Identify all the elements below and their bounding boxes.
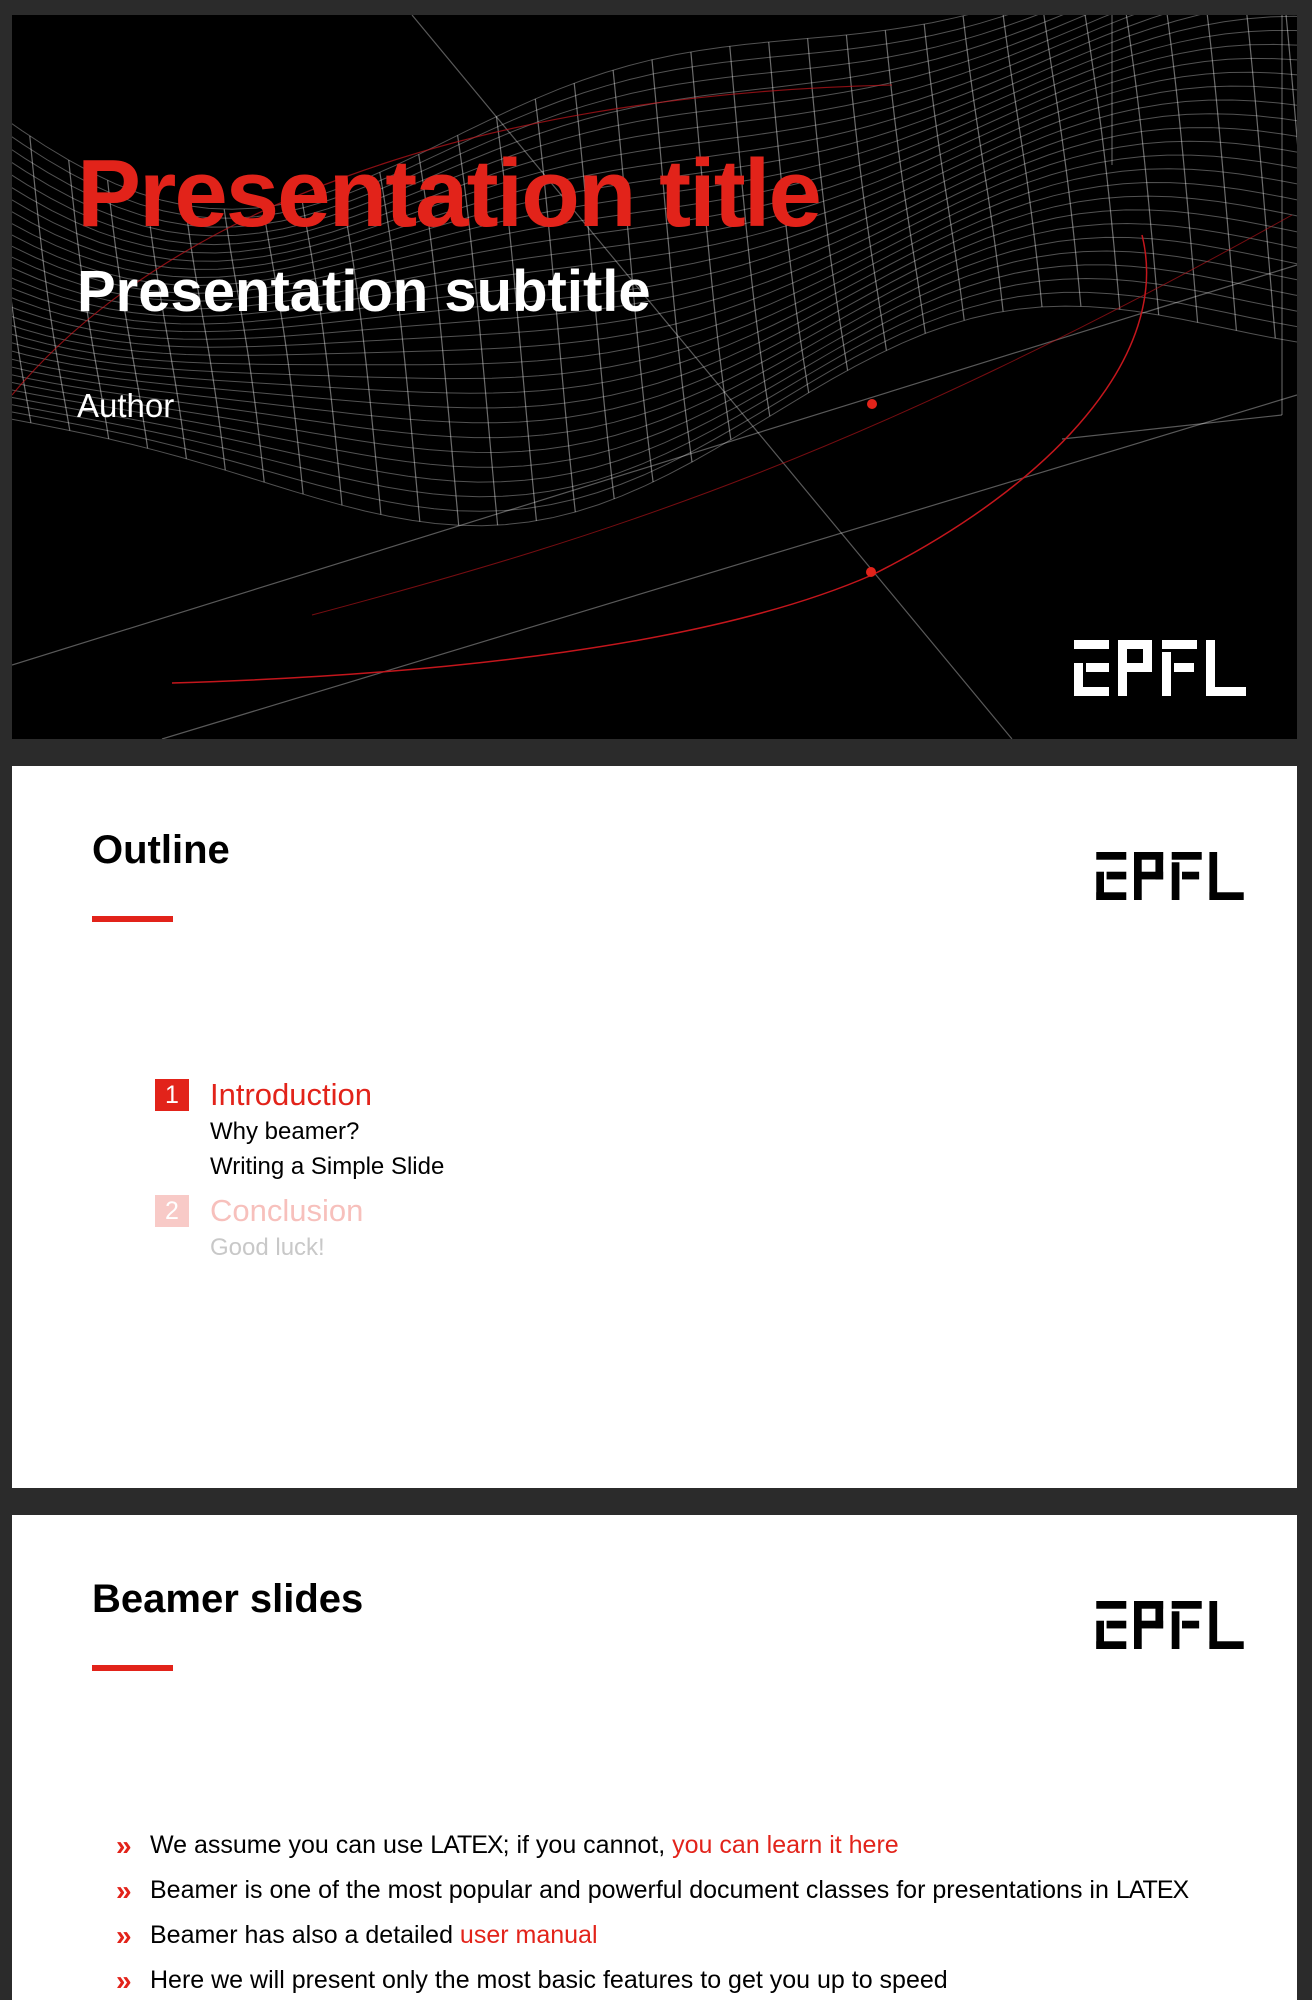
user-manual-link[interactable]: user manual: [459, 1921, 598, 1949]
double-chevron-right-icon: »: [116, 1964, 132, 1996]
epfl-logo-icon: EPFL: [1074, 640, 1246, 696]
double-chevron-right-icon: »: [116, 1919, 132, 1951]
frame-title: Outline: [92, 828, 230, 872]
learn-latex-link[interactable]: you can learn it here: [672, 1831, 899, 1859]
toc-section-introduction[interactable]: 1 Introduction: [155, 1076, 444, 1114]
epfl-logo-icon: EPFL: [1096, 1601, 1244, 1649]
latex-logo: LATEX: [1115, 1876, 1189, 1904]
double-chevron-right-icon: »: [116, 1829, 132, 1861]
frame-title: Beamer slides: [92, 1577, 364, 1621]
outline-slide: Outline EPFL 1 Introduction Why beamer? …: [12, 766, 1297, 1488]
title-underline-bar: [92, 1665, 173, 1671]
list-item: » We assume you can use LATEX; if you ca…: [116, 1829, 899, 1861]
beamer-slides-slide: Beamer slides EPFL » We assume you can u…: [12, 1515, 1297, 2000]
title-slide: Presentation title Presentation subtitle…: [12, 15, 1297, 739]
toc-subsection-why-beamer[interactable]: Why beamer?: [210, 1118, 360, 1145]
toc-section-conclusion[interactable]: 2 Conclusion: [155, 1192, 444, 1230]
section-number-badge: 2: [155, 1195, 189, 1227]
presentation-author: Author: [77, 387, 175, 424]
section-number-badge: 1: [155, 1079, 189, 1111]
bullet-list: » We assume you can use LATEX; if you ca…: [116, 1823, 1189, 2000]
epfl-logo-icon: EPFL: [1096, 852, 1244, 900]
latex-logo: LATEX: [430, 1831, 503, 1859]
title-underline-bar: [92, 916, 173, 922]
toc-subsection-good-luck[interactable]: Good luck!: [210, 1234, 325, 1261]
double-chevron-right-icon: »: [116, 1874, 132, 1906]
toc-subsection-writing-slide[interactable]: Writing a Simple Slide: [210, 1153, 445, 1180]
list-item: » Beamer is one of the most popular and …: [116, 1874, 1189, 1906]
presentation-title: Presentation title: [77, 140, 822, 247]
list-item: » Here we will present only the most bas…: [116, 1964, 948, 1996]
list-item: » Beamer has also a detailed user manual: [116, 1919, 598, 1951]
table-of-contents: 1 Introduction Why beamer? Writing a Sim…: [155, 1076, 444, 1265]
section-label: Conclusion: [210, 1193, 364, 1228]
section-label: Introduction: [210, 1077, 372, 1112]
presentation-subtitle: Presentation subtitle: [77, 259, 651, 324]
wireframe-mesh-graphic: [12, 15, 1297, 739]
